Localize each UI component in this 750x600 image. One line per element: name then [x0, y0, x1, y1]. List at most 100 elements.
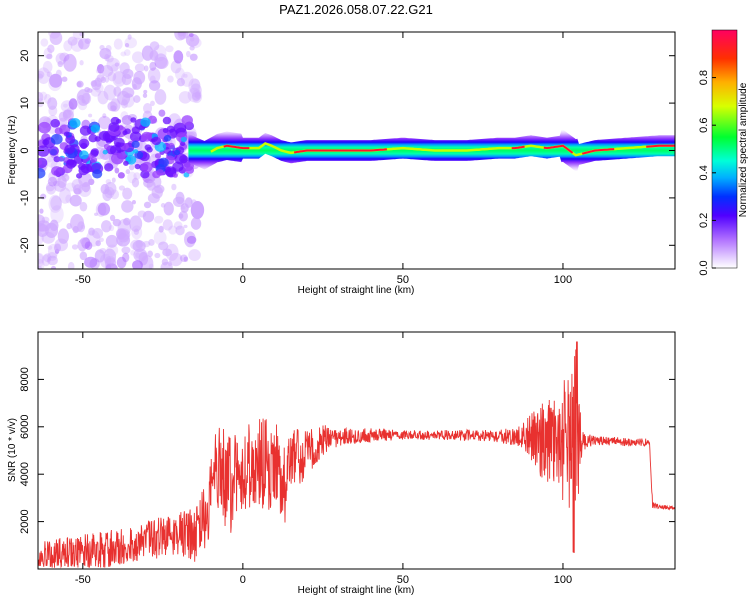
spectrogram-noise-cell: [112, 71, 127, 87]
spectrogram-noise-cell: [174, 67, 185, 81]
spectrogram-noise-cell: [121, 246, 131, 254]
colorbar-tick-label: 0.8: [698, 70, 710, 85]
spectrogram-noise-cell: [122, 187, 133, 200]
spectrogram-core-cell: [131, 140, 140, 149]
x-tick-label: 0: [240, 274, 246, 286]
spectrogram-noise-cell: [46, 71, 52, 78]
spectrogram-core-cell: [180, 141, 186, 147]
spectrogram-noise-cell: [42, 60, 53, 74]
spectrogram-noise-cell: [188, 249, 201, 261]
spectrogram-noise-cell: [161, 258, 169, 266]
spectrogram-noise-cell: [118, 185, 126, 191]
spectrogram-noise-cell: [94, 212, 99, 217]
spectrogram-core-cell: [140, 117, 151, 127]
spectrogram-noise-cell: [38, 231, 44, 245]
spectrogram-noise-cell: [167, 75, 174, 83]
y-tick-label: 6000: [19, 415, 31, 439]
spectrogram-noise-cell: [38, 258, 45, 269]
spectrogram-noise-cell: [183, 224, 188, 229]
spectrogram-noise-cell: [46, 53, 53, 60]
spectrogram-noise-cell: [77, 239, 87, 252]
spectrogram-noise-cell: [114, 62, 120, 67]
spectrogram-core-cell: [172, 173, 178, 178]
spectrogram-noise-cell: [113, 38, 123, 50]
spectrogram-noise-cell: [76, 81, 82, 88]
spectrogram-ridge-peak: [543, 144, 574, 154]
spectrogram-core-cell: [162, 116, 172, 125]
spectrogram-noise-cell: [79, 201, 88, 212]
snr-panel: -50 0 50 100 2000 4000 6000 8000 Height of stra…: [7, 331, 676, 596]
spectrogram-noise-cell: [47, 251, 58, 261]
spectrogram-core-cell: [108, 122, 120, 132]
spectrogram-noise-cell: [84, 38, 91, 45]
spectrogram-noise-cell: [167, 260, 172, 267]
spectrogram-noise-cell: [99, 44, 105, 51]
spectrogram-core-cell: [181, 115, 193, 126]
spectrogram-noise-cell: [87, 88, 93, 93]
spectrogram-core-cell: [152, 170, 161, 179]
spectrogram-noise-cell: [84, 241, 93, 250]
spectrogram-noise-cell: [39, 208, 44, 214]
spectrogram-core-cell: [168, 142, 175, 149]
spectrogram-noise-cell: [103, 248, 117, 265]
spectrogram-noise-cell: [61, 76, 68, 82]
spectrogram-noise-cell: [97, 90, 109, 105]
spectrogram-noise-cell: [127, 34, 132, 40]
spectrogram-noise-cell: [154, 215, 164, 224]
spectrogram-noise-cell: [153, 230, 167, 246]
spectrogram-noise-cell: [40, 193, 47, 200]
spectrogram-noise-cell: [65, 194, 72, 204]
x-tick-label: 0: [240, 574, 246, 586]
spectrogram-noise-cell: [38, 70, 45, 79]
spectrogram-core-cell: [78, 150, 89, 160]
spectrogram-noise-cell: [76, 80, 84, 88]
spectrogram-noise-cell: [121, 73, 132, 86]
spectrogram-core-cell: [117, 172, 125, 179]
spectrogram-noise-cell: [123, 49, 131, 56]
spectrogram-noise-cell: [133, 70, 146, 85]
spectrogram-core-cell: [129, 131, 142, 142]
x-tick-label: 100: [554, 574, 572, 586]
spectrogram-noise-cell: [39, 91, 48, 101]
spectrogram-core-cell: [123, 160, 129, 166]
spectrogram-ridge-peak: [581, 148, 615, 155]
spectrogram-core-cell: [98, 130, 111, 141]
spectrogram-noise-cell: [59, 187, 71, 204]
spectrogram-noise-cell: [40, 38, 49, 47]
spectrogram-noise-cell: [143, 103, 153, 114]
spectrogram-ridge-peak: [646, 144, 675, 148]
spectrogram-noise-cell: [79, 60, 84, 66]
spectrogram-core-cell: [38, 145, 50, 157]
spectrogram-core-cell: [105, 138, 113, 144]
spectrogram-noise-cell: [53, 181, 66, 192]
spectrogram-noise-cell: [61, 174, 70, 182]
spectrogram-core-cell: [90, 148, 99, 156]
spectrogram-noise-cell: [72, 184, 83, 195]
spectrogram-noise-cell: [186, 235, 197, 244]
spectrogram-noise-cell: [57, 228, 69, 244]
spectrogram-noise-cell: [148, 239, 155, 246]
spectrogram-core-cell: [50, 133, 63, 145]
colorbar-gradient: [711, 29, 738, 269]
spectrogram-noise-cell: [142, 92, 148, 98]
spectrogram-noise-cell: [137, 210, 147, 218]
spectrogram-noise-cell: [55, 52, 67, 65]
spectrogram-noise-cell: [149, 41, 160, 51]
spectrogram-core-cell: [76, 173, 83, 179]
spectrogram-core-cell: [38, 159, 43, 166]
spectrogram-noise-cell: [48, 76, 62, 92]
spectrogram-core-cell: [141, 131, 153, 142]
spectrogram-noise-cell: [117, 90, 131, 106]
spectrogram-noise-cell: [94, 77, 102, 87]
spectrogram-core-cell: [183, 172, 190, 178]
spectrogram-noise-cell: [169, 252, 183, 267]
spectrogram-noise-cell: [165, 45, 174, 53]
spectrogram-noise-cell: [67, 261, 75, 269]
spectrogram-noise-cell: [125, 169, 131, 175]
colorbar-ticks: 0.0 0.2 0.4 0.6 0.8: [698, 70, 716, 276]
spectrogram-noise-cell: [53, 243, 62, 252]
spectrogram-noise-cell: [90, 87, 101, 97]
spectrogram-noise-cell: [158, 109, 166, 117]
spectrogram-noise-cell: [178, 91, 192, 104]
spectrogram-core-cell: [80, 142, 88, 150]
